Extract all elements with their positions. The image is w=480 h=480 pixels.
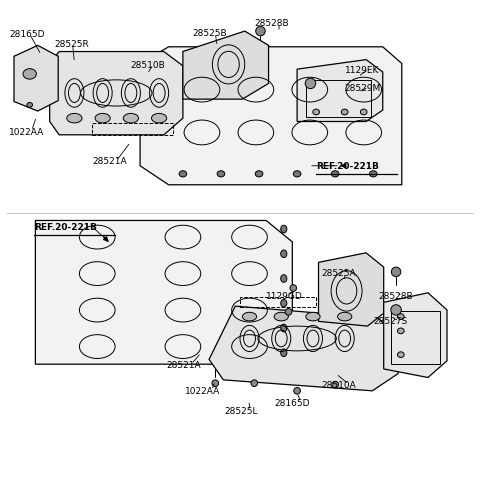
Text: 28165D: 28165D xyxy=(274,398,310,407)
Ellipse shape xyxy=(251,380,258,387)
Polygon shape xyxy=(384,293,447,378)
Ellipse shape xyxy=(370,171,377,178)
Ellipse shape xyxy=(290,285,297,292)
Ellipse shape xyxy=(332,382,338,388)
Ellipse shape xyxy=(306,312,320,321)
Ellipse shape xyxy=(285,309,292,315)
Bar xyxy=(240,297,316,307)
Polygon shape xyxy=(297,60,383,122)
Polygon shape xyxy=(140,48,402,185)
Ellipse shape xyxy=(255,171,263,178)
Ellipse shape xyxy=(217,171,225,178)
Ellipse shape xyxy=(95,114,110,124)
Text: 28528B: 28528B xyxy=(378,291,413,300)
Polygon shape xyxy=(49,52,183,135)
Ellipse shape xyxy=(341,110,348,116)
Ellipse shape xyxy=(305,79,316,89)
Ellipse shape xyxy=(360,110,367,116)
Text: 28525R: 28525R xyxy=(54,40,89,49)
Ellipse shape xyxy=(256,27,265,37)
Ellipse shape xyxy=(391,267,401,277)
Text: 28529M: 28529M xyxy=(345,84,381,93)
Ellipse shape xyxy=(179,171,187,178)
Ellipse shape xyxy=(337,312,352,321)
Text: 28525L: 28525L xyxy=(225,407,258,415)
Ellipse shape xyxy=(281,300,287,307)
Ellipse shape xyxy=(242,312,257,321)
Text: REF.20-221B: REF.20-221B xyxy=(316,162,379,171)
Text: 28527S: 28527S xyxy=(373,316,408,325)
Text: 1022AA: 1022AA xyxy=(185,386,220,395)
Ellipse shape xyxy=(123,114,139,124)
Ellipse shape xyxy=(281,251,287,258)
Polygon shape xyxy=(36,221,292,364)
Ellipse shape xyxy=(281,275,287,283)
Text: 1022AA: 1022AA xyxy=(9,127,45,136)
Ellipse shape xyxy=(23,70,36,80)
Ellipse shape xyxy=(281,324,287,332)
Text: 28528B: 28528B xyxy=(254,19,289,28)
Text: 28521A: 28521A xyxy=(166,360,201,369)
Bar xyxy=(306,81,372,118)
Ellipse shape xyxy=(67,114,82,124)
Ellipse shape xyxy=(152,114,167,124)
Text: REF.20-221B: REF.20-221B xyxy=(35,222,97,231)
Polygon shape xyxy=(14,46,58,112)
Ellipse shape xyxy=(313,110,320,116)
Ellipse shape xyxy=(331,171,339,178)
Ellipse shape xyxy=(212,380,218,387)
Text: 28165D: 28165D xyxy=(9,30,45,39)
Ellipse shape xyxy=(293,171,301,178)
Bar xyxy=(93,124,173,135)
Text: 28510B: 28510B xyxy=(131,61,165,70)
Text: 28525A: 28525A xyxy=(321,269,356,278)
Ellipse shape xyxy=(27,103,33,108)
Ellipse shape xyxy=(294,388,300,395)
Ellipse shape xyxy=(274,312,288,321)
Text: 1129GD: 1129GD xyxy=(266,291,303,300)
Text: 28510A: 28510A xyxy=(322,380,357,389)
Text: 28521A: 28521A xyxy=(93,157,127,166)
Polygon shape xyxy=(319,253,384,326)
Ellipse shape xyxy=(397,328,404,334)
Ellipse shape xyxy=(281,226,287,233)
Ellipse shape xyxy=(397,314,404,320)
Ellipse shape xyxy=(281,349,287,357)
Polygon shape xyxy=(209,306,398,391)
Text: 28525B: 28525B xyxy=(192,29,227,38)
Text: 1129EK: 1129EK xyxy=(345,65,379,74)
Ellipse shape xyxy=(397,352,404,358)
Polygon shape xyxy=(183,32,268,100)
Ellipse shape xyxy=(391,305,401,315)
Bar xyxy=(391,311,440,364)
